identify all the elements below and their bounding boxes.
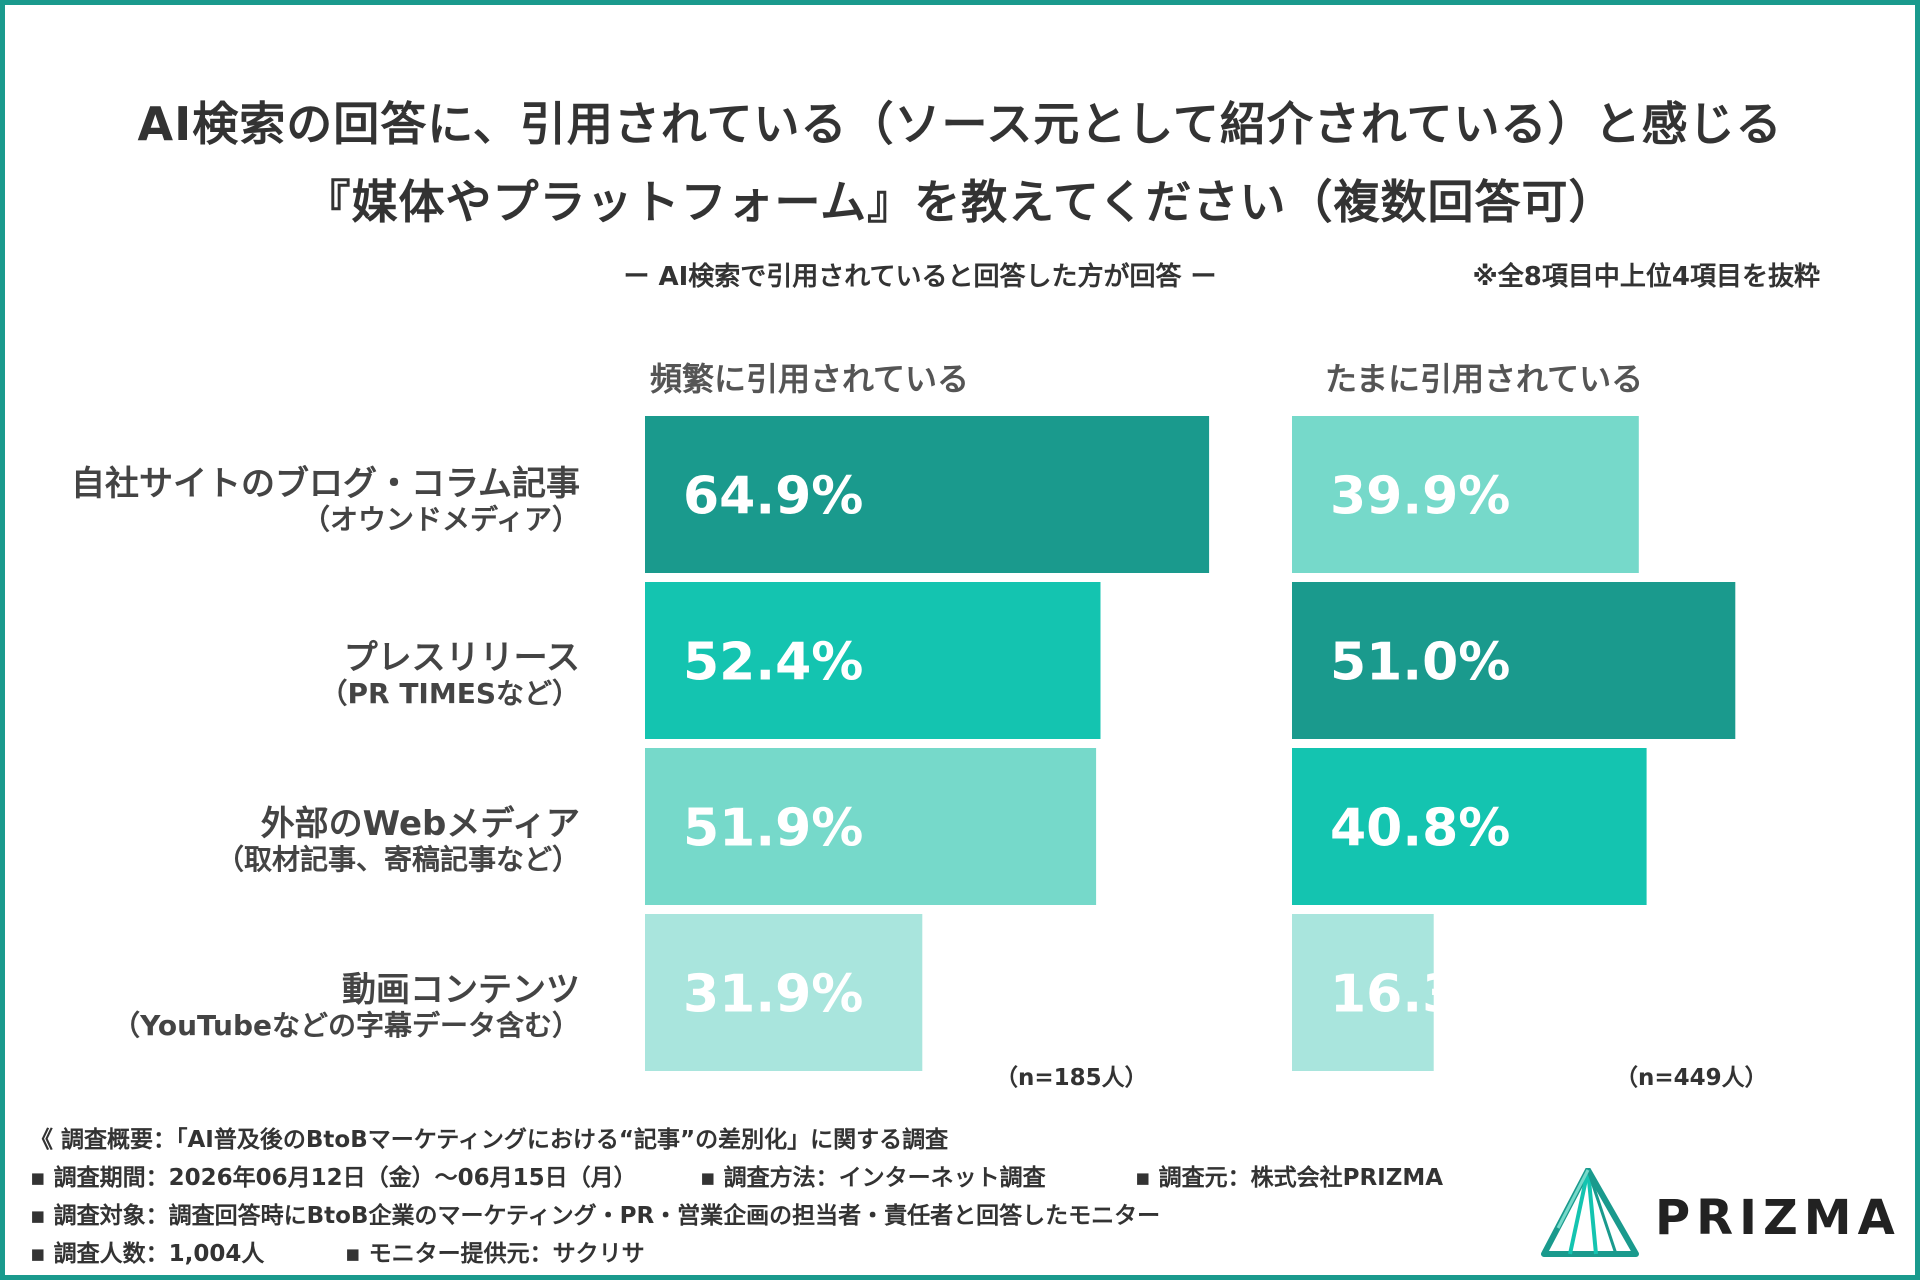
bar-s1-c2 — [1292, 748, 1647, 905]
footer-survey-count: ▪ 調査人数：1,004人 — [30, 1241, 265, 1267]
chart-title-line2: 『媒体やプラットフォーム』を教えてください（複数回答可） — [304, 175, 1616, 229]
bar-s0-c0 — [645, 416, 1210, 573]
category-sublabel-owned-media: （オウンドメディア） — [301, 503, 580, 536]
data-label-s1-c0: 39.9% — [1330, 467, 1510, 527]
footer-survey-method: ▪ 調査方法：インターネット調査 — [700, 1165, 1046, 1191]
data-label-s1-c1: 51.0% — [1330, 633, 1510, 693]
footer-survey-overview: 《 調査概要：「AI普及後のBtoBマーケティングにおける“記事”の差別化」に関… — [30, 1127, 949, 1153]
series-title-occasional: たまに引用されている — [1325, 360, 1644, 398]
category-sublabel-video: （YouTubeなどの字幕データ含む） — [112, 1009, 580, 1042]
bar-s1-c0 — [1292, 416, 1639, 573]
footer-row-2: ▪ 調査期間：2026年06月12日（金）〜06月15日（月） ▪ 調査方法：イン… — [30, 1158, 1443, 1192]
chart-title-line1: AI検索の回答に、引用されている（ソース元として紹介されている）と感じる — [137, 97, 1783, 151]
footer-monitor-provider: ▪ モニター提供元：サクリサ — [345, 1241, 645, 1267]
footer-survey-target: ▪ 調査対象：調査回答時にBtoB企業のマーケティング・PR・営業企画の担当者・… — [30, 1203, 1161, 1229]
data-label-s0-c2: 51.9% — [683, 799, 863, 859]
category-label-owned-media: 自社サイトのブログ・コラム記事 — [71, 464, 580, 504]
footer-survey-source: ▪ 調査元：株式会社PRIZMA — [1135, 1165, 1444, 1191]
category-label-web-media: 外部のWebメディア — [260, 804, 580, 844]
footer-row-4: ▪ 調査人数：1,004人 ▪ モニター提供元：サクリサ — [30, 1234, 645, 1268]
footer-survey-period: ▪ 調査期間：2026年06月12日（金）〜06月15日（月） — [30, 1165, 637, 1191]
bar-s1-c3 — [1292, 914, 1434, 1071]
bar-s0-c3 — [645, 914, 923, 1071]
prizma-logo-text: PRIZMA — [1655, 1190, 1901, 1246]
sample-size-frequent: （n=185人） — [995, 1065, 1148, 1091]
category-label-video: 動画コンテンツ — [342, 970, 580, 1010]
chart-subtitle: ー AI検索で引用されていると回答した方が回答 ー — [623, 262, 1217, 292]
data-label-s0-c1: 52.4% — [683, 633, 863, 693]
data-label-s0-c3: 31.9% — [683, 965, 863, 1025]
data-label-s0-c0: 64.9% — [683, 467, 863, 527]
data-label-s1-c3: 16.3% — [1330, 965, 1510, 1025]
prizma-logo-icon — [1541, 1168, 1639, 1257]
bar-s0-c1 — [645, 582, 1101, 739]
bar-s0-c2 — [645, 748, 1097, 905]
category-label-press-release: プレスリリース — [343, 638, 580, 678]
sample-size-occasional: （n=449人） — [1615, 1065, 1768, 1091]
category-sublabel-press-release: （PR TIMESなど） — [319, 677, 580, 710]
excerpt-note: ※全8項目中上位4項目を抜粋 — [1472, 262, 1820, 292]
bar-s1-c1 — [1292, 582, 1736, 739]
data-label-s1-c2: 40.8% — [1330, 799, 1510, 859]
category-sublabel-web-media: （取材記事、寄稿記事など） — [215, 843, 580, 876]
series-title-frequent: 頻繁に引用されている — [650, 360, 970, 398]
